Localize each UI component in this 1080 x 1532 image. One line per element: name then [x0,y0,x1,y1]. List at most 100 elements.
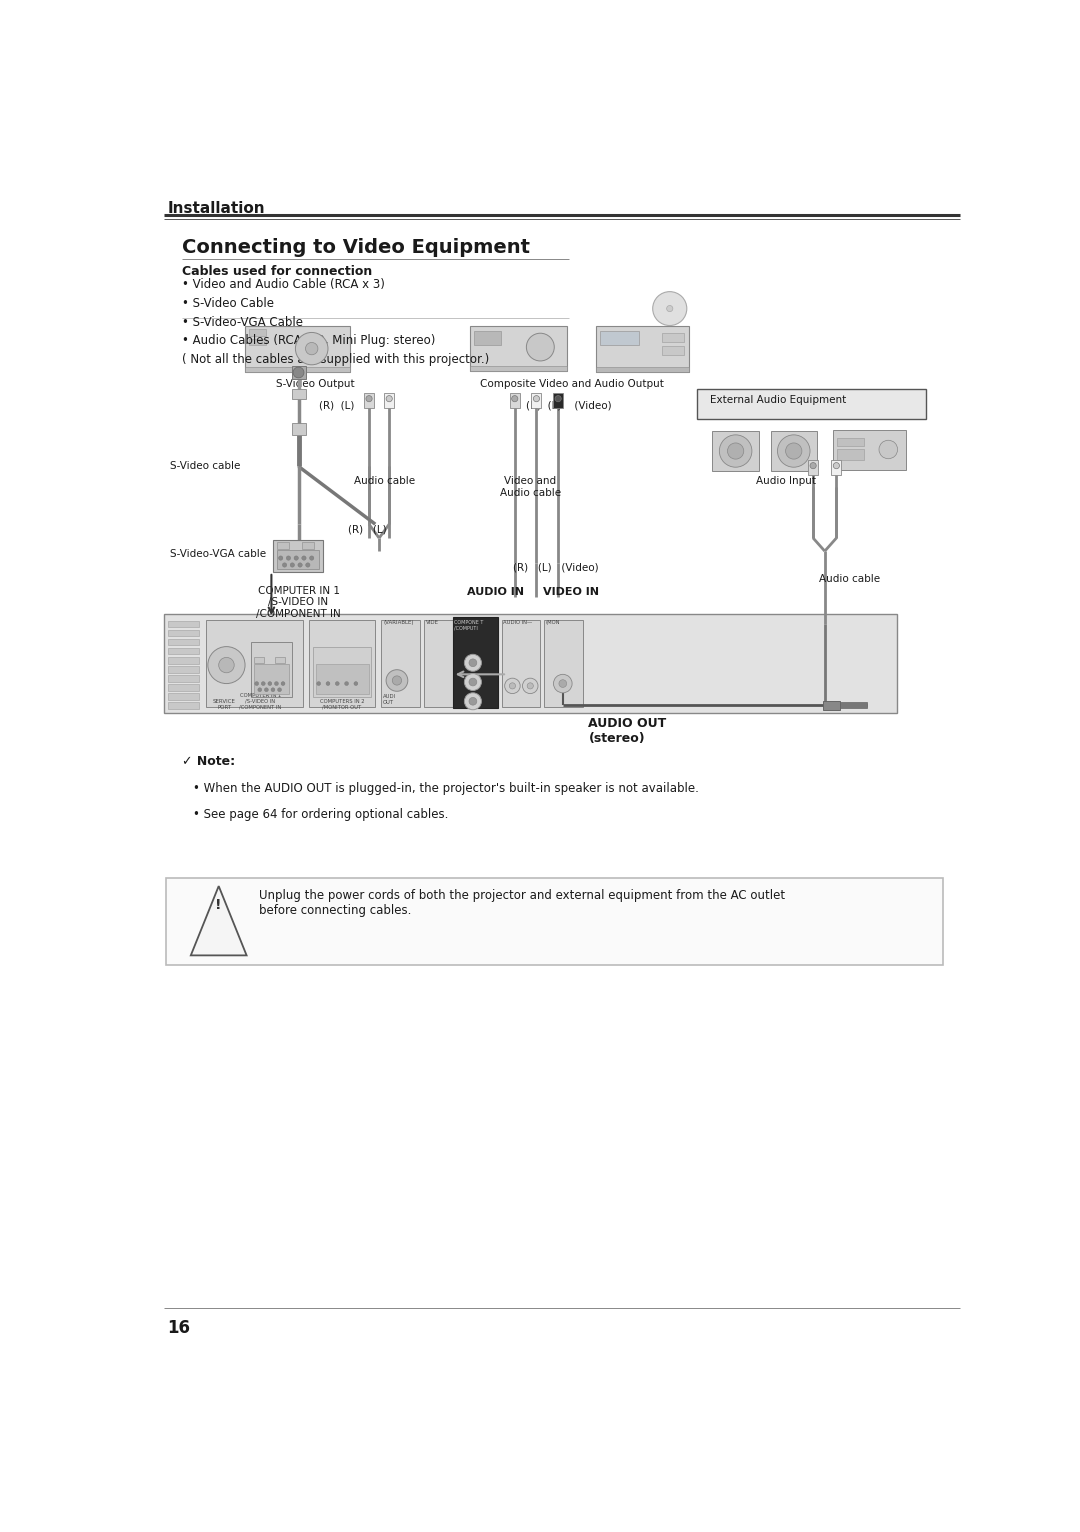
Circle shape [279,556,283,561]
Text: !: ! [215,898,222,913]
Bar [384,392,394,408]
Bar [309,620,375,706]
Bar [453,617,498,708]
Circle shape [326,682,329,685]
Text: COMPUTER IN 1
/S-VIDEO IN
/COMPONENT IN: COMPUTER IN 1 /S-VIDEO IN /COMPONENT IN [256,585,341,619]
Bar [474,331,501,345]
Text: (VARIABLE): (VARIABLE) [383,619,414,625]
Bar [249,328,267,337]
Circle shape [265,688,268,691]
Circle shape [271,688,275,691]
Bar [167,657,199,663]
Bar [276,550,320,568]
Circle shape [301,556,306,561]
Circle shape [294,556,298,561]
Circle shape [469,659,476,666]
Circle shape [526,334,554,362]
Bar [292,389,306,400]
Text: Unplug the power cords of both the projector and external equipment from the AC : Unplug the power cords of both the proje… [259,889,785,918]
Text: AUDI
OUT: AUDI OUT [383,694,396,705]
Circle shape [778,435,810,467]
Circle shape [255,682,258,685]
Bar [470,326,567,371]
Circle shape [534,395,540,401]
Circle shape [316,682,321,685]
Circle shape [510,683,515,689]
Circle shape [527,683,534,689]
Bar [292,366,306,380]
Circle shape [386,669,408,691]
Bar [273,539,323,571]
Bar [544,620,583,706]
Bar [510,392,519,408]
Text: ( Not all the cables are supplied with this projector.): ( Not all the cables are supplied with t… [181,354,489,366]
Text: • S-Video Cable: • S-Video Cable [181,297,273,309]
Bar [553,392,563,408]
Text: COMPONE T
/COMPUTI: COMPONE T /COMPUTI [455,619,484,631]
Text: Video and
Audio cable: Video and Audio cable [500,476,561,498]
FancyBboxPatch shape [166,878,943,965]
Bar [206,620,303,706]
Bar [167,694,199,700]
Bar [167,685,199,691]
Bar [662,346,684,355]
Circle shape [719,435,752,467]
Bar [315,663,369,694]
Bar [276,542,289,548]
Bar [254,657,265,663]
Bar [596,368,689,372]
Bar [167,620,199,627]
Text: ✓ Note:: ✓ Note: [181,755,234,768]
Bar [164,614,896,712]
Text: • S-Video-VGA Cable: • S-Video-VGA Cable [181,316,302,328]
Text: • See page 64 for ordering optional cables.: • See page 64 for ordering optional cabl… [193,807,448,821]
Text: • Audio Cables (RCA X 2, Mini Plug: stereo): • Audio Cables (RCA X 2, Mini Plug: ster… [181,334,435,348]
Bar [531,392,541,408]
Circle shape [286,556,291,561]
Text: AUDIO OUT
(stereo): AUDIO OUT (stereo) [589,717,666,745]
Bar [833,430,906,470]
Circle shape [810,463,816,469]
Circle shape [464,674,482,691]
Text: S-Video cable: S-Video cable [170,461,240,470]
Circle shape [274,682,279,685]
Text: S-Video-VGA cable: S-Video-VGA cable [170,548,266,559]
Circle shape [728,443,744,460]
Text: Composite Video and Audio Output: Composite Video and Audio Output [480,380,664,389]
Circle shape [512,395,517,401]
Text: VIDE: VIDE [426,619,438,625]
Circle shape [464,692,482,709]
Polygon shape [191,885,246,956]
Bar [501,620,540,706]
Bar [252,642,292,697]
Bar [662,334,684,343]
Circle shape [306,343,318,355]
Circle shape [291,562,295,567]
FancyBboxPatch shape [697,389,927,418]
Circle shape [268,682,272,685]
Text: External Audio Equipment: External Audio Equipment [710,395,847,404]
Text: S-Video Output: S-Video Output [276,380,354,389]
Bar [808,460,819,475]
Bar [167,648,199,654]
Circle shape [335,682,339,685]
Bar [596,325,689,372]
Circle shape [278,688,282,691]
Circle shape [387,395,392,401]
Bar [245,325,350,372]
Circle shape [298,562,302,567]
Bar [713,432,759,470]
Bar [167,639,199,645]
Text: (MON: (MON [545,619,561,625]
Bar [249,339,267,345]
Circle shape [218,657,234,673]
Circle shape [392,676,402,685]
Bar [823,700,840,709]
Text: AUDIO IN: AUDIO IN [467,587,524,597]
Text: COMPUTERS IN 2
/MONITOR OUT: COMPUTERS IN 2 /MONITOR OUT [320,699,364,709]
Circle shape [464,654,482,671]
Circle shape [785,443,801,460]
Circle shape [523,679,538,694]
Bar [770,432,816,470]
Circle shape [207,647,245,683]
